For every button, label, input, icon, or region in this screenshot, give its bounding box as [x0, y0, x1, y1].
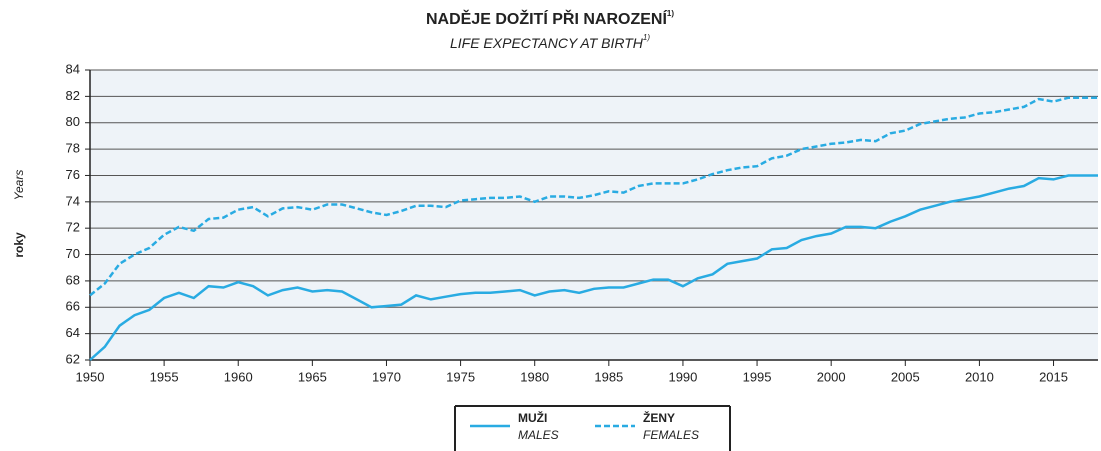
x-tick-label: 1995: [743, 369, 772, 384]
chart-title: NADĚJE DOŽITÍ PŘI NAROZENÍ1): [426, 9, 674, 28]
y-tick-label: 64: [66, 325, 80, 340]
y-tick-label: 70: [66, 246, 80, 261]
y-tick-label: 82: [66, 88, 80, 103]
x-tick-label: 1990: [668, 369, 697, 384]
plot-area: [90, 70, 1098, 360]
subtitle-text: LIFE EXPECTANCY AT BIRTH: [450, 35, 644, 51]
x-tick-label: 1975: [446, 369, 475, 384]
x-tick-label: 1970: [372, 369, 401, 384]
title-note: 1): [667, 9, 674, 18]
legend-label-en: MALES: [518, 428, 559, 442]
chart-subtitle: LIFE EXPECTANCY AT BIRTH1): [450, 33, 650, 51]
y-tick-label: 74: [66, 193, 80, 208]
x-tick-label: 1950: [76, 369, 105, 384]
x-tick-label: 2015: [1039, 369, 1068, 384]
y-tick-label: 66: [66, 299, 80, 314]
y-tick-label: 68: [66, 272, 80, 287]
legend-label: ŽENY: [643, 410, 675, 425]
y-tick-label: 80: [66, 114, 80, 129]
legend-label-en: FEMALES: [643, 428, 699, 442]
x-tick-label: 2005: [891, 369, 920, 384]
y-tick-label: 76: [66, 167, 80, 182]
y-tick-label: 84: [66, 61, 80, 76]
legend-label: MUŽI: [518, 410, 547, 425]
series-line: [89, 96, 1098, 297]
x-tick-label: 1965: [298, 369, 327, 384]
y-axis-label: roky: [12, 232, 26, 258]
y-tick-label: 62: [66, 351, 80, 366]
y-tick-label: 72: [66, 220, 80, 235]
x-tick-label: 1985: [594, 369, 623, 384]
x-tick-label: 1955: [150, 369, 179, 384]
y-axis-label-en: Years: [12, 170, 26, 201]
series-line: [89, 174, 1098, 361]
title-text: NADĚJE DOŽITÍ PŘI NAROZENÍ: [426, 9, 667, 28]
subtitle-note: 1): [643, 33, 650, 42]
x-tick-label: 2000: [817, 369, 846, 384]
x-tick-label: 1980: [520, 369, 549, 384]
y-tick-label: 78: [66, 141, 80, 156]
x-tick-label: 2010: [965, 369, 994, 384]
x-tick-label: 1960: [224, 369, 253, 384]
